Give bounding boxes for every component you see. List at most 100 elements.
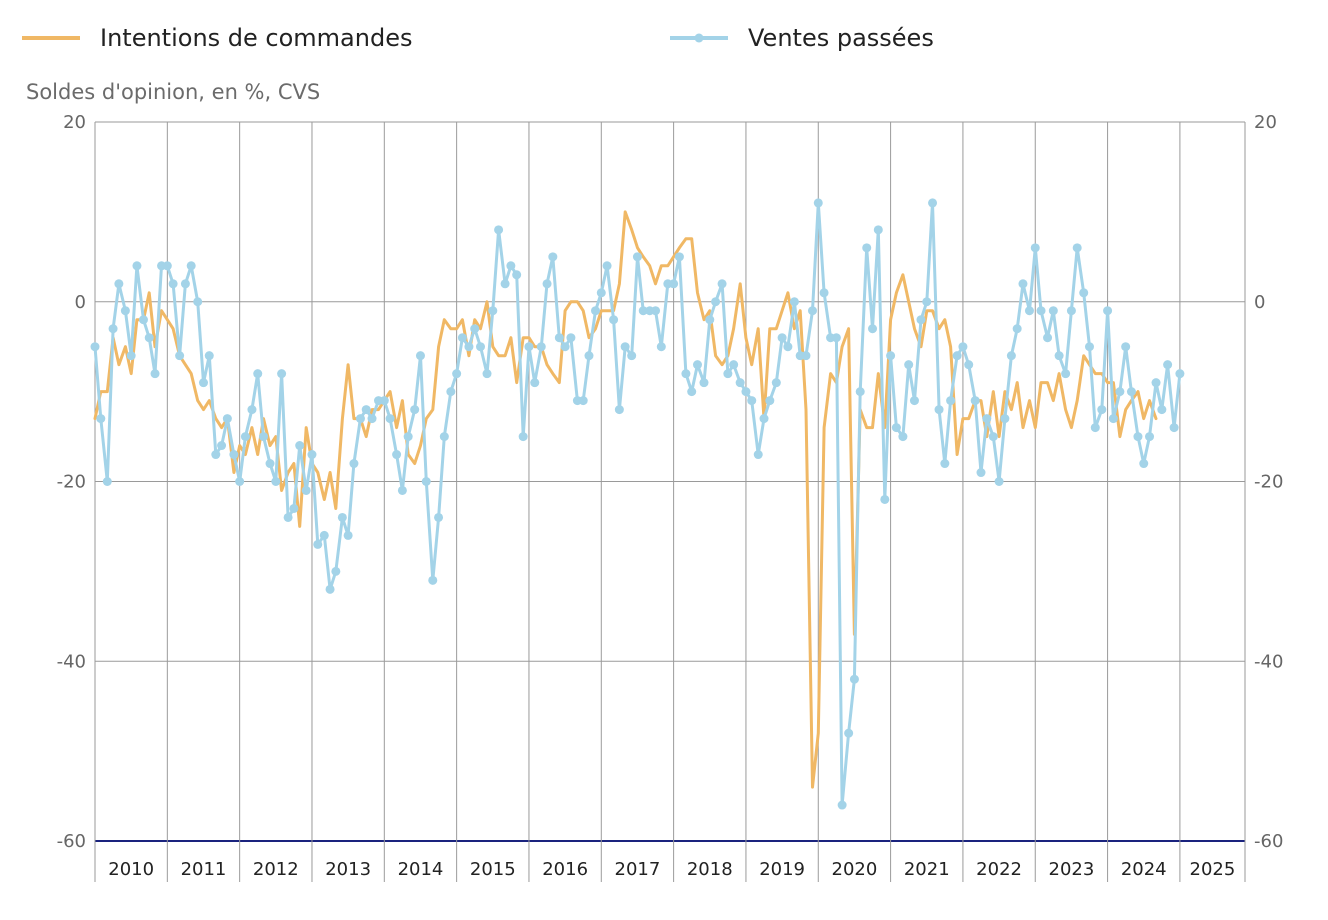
data-point-ventes <box>434 512 444 522</box>
data-point-ventes <box>566 333 576 343</box>
data-point-ventes <box>928 198 938 208</box>
data-point-ventes <box>819 288 829 298</box>
data-point-ventes <box>198 378 208 388</box>
data-point-ventes <box>560 342 570 352</box>
x-tick-label-year: 2016 <box>542 859 588 880</box>
x-tick-label-year: 2024 <box>1121 859 1167 880</box>
x-tick-label-year: 2012 <box>253 859 299 880</box>
data-point-ventes <box>554 333 564 343</box>
y-tick-label-right: -40 <box>1254 651 1283 672</box>
data-point-ventes <box>175 351 185 361</box>
data-point-ventes <box>717 279 727 289</box>
data-point-ventes <box>868 324 878 334</box>
data-point-ventes <box>392 450 402 460</box>
data-point-ventes <box>1121 342 1131 352</box>
data-point-ventes <box>331 566 341 576</box>
data-point-ventes <box>343 530 353 540</box>
data-point-ventes <box>638 306 648 316</box>
data-point-ventes <box>512 270 522 280</box>
data-point-ventes <box>1030 243 1040 253</box>
data-point-ventes <box>247 405 257 415</box>
data-point-ventes <box>367 414 377 424</box>
data-point-ventes <box>120 306 130 316</box>
data-point-ventes <box>470 324 480 334</box>
data-point-ventes <box>669 279 679 289</box>
x-tick-label-year: 2022 <box>976 859 1022 880</box>
data-point-ventes <box>500 279 510 289</box>
data-point-ventes <box>1169 423 1179 433</box>
data-point-ventes <box>1072 243 1082 253</box>
data-point-ventes <box>982 414 992 424</box>
data-point-ventes <box>699 378 709 388</box>
data-point-ventes <box>723 369 733 379</box>
data-point-ventes <box>1061 369 1071 379</box>
data-point-ventes <box>132 261 142 271</box>
data-point-ventes <box>1097 405 1107 415</box>
data-point-ventes <box>114 279 124 289</box>
data-point-ventes <box>138 315 148 325</box>
data-point-ventes <box>385 414 395 424</box>
data-point-ventes <box>1036 306 1046 316</box>
x-tick-label-year: 2010 <box>108 859 154 880</box>
data-point-ventes <box>602 261 612 271</box>
y-tick-label-left: -60 <box>57 831 86 852</box>
data-point-ventes <box>325 584 335 594</box>
legend-item-ventes[interactable]: Ventes passées <box>670 18 934 58</box>
data-point-ventes <box>620 342 630 352</box>
data-point-ventes <box>609 315 619 325</box>
data-point-ventes <box>1054 351 1064 361</box>
data-point-ventes <box>873 225 883 235</box>
series-line-intentions <box>93 210 1158 789</box>
data-point-ventes <box>627 351 637 361</box>
x-tick-label-year: 2014 <box>398 859 444 880</box>
data-point-ventes <box>319 530 329 540</box>
legend-label-intentions: Intentions de commandes <box>100 24 413 52</box>
data-point-ventes <box>168 279 178 289</box>
data-point-ventes <box>940 459 950 469</box>
legend-swatch-intentions <box>22 36 80 40</box>
data-point-ventes <box>410 405 420 415</box>
x-tick-label-year: 2013 <box>325 859 371 880</box>
data-point-ventes <box>831 333 841 343</box>
data-point-ventes <box>988 432 998 442</box>
data-point-ventes <box>844 728 854 738</box>
data-point-ventes <box>789 297 799 307</box>
data-point-ventes <box>548 252 558 262</box>
x-tick-label-year: 2011 <box>181 859 227 880</box>
legend-item-intentions[interactable]: Intentions de commandes <box>22 18 412 58</box>
data-point-ventes <box>421 477 431 486</box>
data-point-ventes <box>735 378 745 388</box>
data-point-ventes <box>813 198 823 208</box>
data-point-ventes <box>886 351 896 361</box>
data-point-ventes <box>235 477 245 486</box>
data-point-ventes <box>452 369 462 379</box>
data-point-ventes <box>102 477 112 486</box>
data-point-ventes <box>729 360 739 370</box>
data-point-ventes <box>674 252 684 262</box>
data-point-ventes <box>180 279 190 289</box>
x-tick-label-year: 2018 <box>687 859 733 880</box>
data-point-ventes <box>651 306 661 316</box>
data-point-ventes <box>765 396 775 406</box>
data-point-ventes <box>259 432 269 442</box>
series-line-ventes <box>93 201 1182 807</box>
data-point-ventes <box>681 369 691 379</box>
data-point-ventes <box>96 414 106 424</box>
data-point-ventes <box>313 539 323 549</box>
data-point-ventes <box>494 225 504 235</box>
data-point-ventes <box>970 396 980 406</box>
data-point-ventes <box>1115 387 1125 397</box>
data-point-ventes <box>217 441 227 451</box>
data-point-ventes <box>488 306 498 316</box>
data-point-ventes <box>862 243 872 253</box>
data-point-ventes <box>759 414 769 424</box>
data-point-ventes <box>934 405 944 415</box>
data-point-ventes <box>90 342 100 352</box>
y-tick-label-left: 20 <box>63 112 86 133</box>
data-point-ventes <box>186 261 196 271</box>
data-point-ventes <box>1079 288 1089 298</box>
data-point-ventes <box>916 315 926 325</box>
data-point-ventes <box>1024 306 1034 316</box>
data-point-ventes <box>379 396 389 406</box>
